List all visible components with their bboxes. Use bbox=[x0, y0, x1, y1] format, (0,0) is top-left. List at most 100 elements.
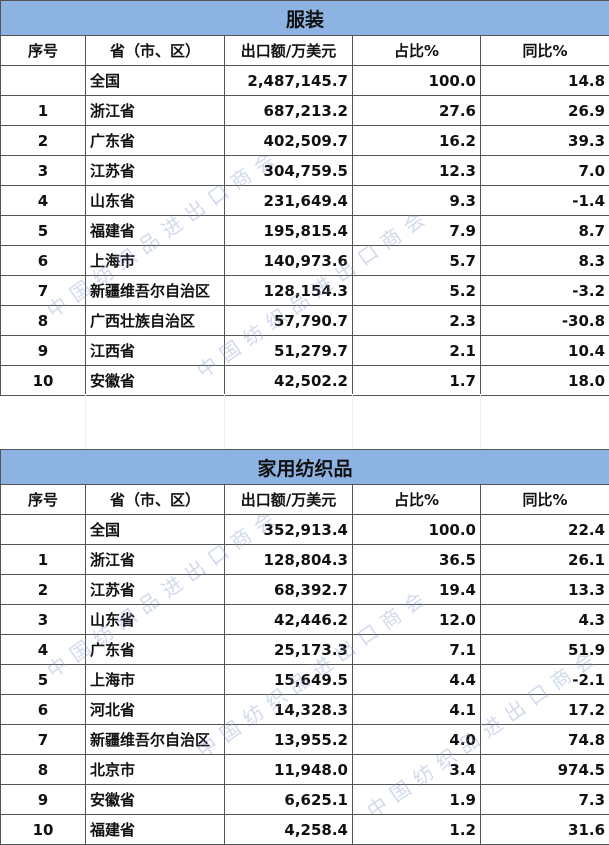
rank-cell: 8 bbox=[1, 306, 86, 336]
rank-cell: 9 bbox=[1, 336, 86, 366]
region-cell: 北京市 bbox=[86, 755, 225, 785]
region-cell: 广东省 bbox=[86, 635, 225, 665]
share-cell: 5.2 bbox=[353, 276, 481, 306]
export-value-cell: 51,279.7 bbox=[225, 336, 353, 366]
export-value-cell: 402,509.7 bbox=[225, 126, 353, 156]
yoy-cell: 4.3 bbox=[481, 605, 609, 635]
export-value-cell: 57,790.7 bbox=[225, 306, 353, 336]
export-value-cell: 195,815.4 bbox=[225, 216, 353, 246]
region-cell: 福建省 bbox=[86, 815, 225, 845]
yoy-cell: -3.2 bbox=[481, 276, 609, 306]
column-header: 序号 bbox=[1, 36, 86, 66]
rank-cell: 1 bbox=[1, 96, 86, 126]
region-cell: 福建省 bbox=[86, 216, 225, 246]
export-value-cell: 14,328.3 bbox=[225, 695, 353, 725]
share-cell: 100.0 bbox=[353, 66, 481, 96]
yoy-cell: 22.4 bbox=[481, 515, 609, 545]
rank-cell: 5 bbox=[1, 665, 86, 695]
export-value-cell: 2,487,145.7 bbox=[225, 66, 353, 96]
header-row: 序号省（市、区）出口额/万美元占比%同比% bbox=[1, 485, 609, 515]
export-value-cell: 42,502.2 bbox=[225, 366, 353, 396]
rank-cell: 8 bbox=[1, 755, 86, 785]
share-cell: 16.2 bbox=[353, 126, 481, 156]
header-row: 序号省（市、区）出口额/万美元占比%同比% bbox=[1, 36, 609, 66]
yoy-cell: 26.9 bbox=[481, 96, 609, 126]
rank-cell: 4 bbox=[1, 186, 86, 216]
yoy-cell: 26.1 bbox=[481, 545, 609, 575]
rank-cell bbox=[1, 515, 86, 545]
rank-cell: 3 bbox=[1, 605, 86, 635]
share-cell: 19.4 bbox=[353, 575, 481, 605]
yoy-cell: 31.6 bbox=[481, 815, 609, 845]
yoy-cell: 13.3 bbox=[481, 575, 609, 605]
rank-cell: 5 bbox=[1, 216, 86, 246]
share-cell: 4.4 bbox=[353, 665, 481, 695]
region-cell: 浙江省 bbox=[86, 545, 225, 575]
rank-cell: 6 bbox=[1, 246, 86, 276]
export-value-cell: 11,948.0 bbox=[225, 755, 353, 785]
column-header: 省（市、区） bbox=[86, 485, 225, 515]
rank-cell: 7 bbox=[1, 276, 86, 306]
yoy-cell: 39.3 bbox=[481, 126, 609, 156]
export-value-cell: 304,759.5 bbox=[225, 156, 353, 186]
share-cell: 1.2 bbox=[353, 815, 481, 845]
region-cell: 全国 bbox=[86, 515, 225, 545]
export-value-cell: 687,213.2 bbox=[225, 96, 353, 126]
yoy-cell: 17.2 bbox=[481, 695, 609, 725]
share-cell: 1.7 bbox=[353, 366, 481, 396]
share-cell: 12.3 bbox=[353, 156, 481, 186]
column-header: 同比% bbox=[481, 485, 609, 515]
region-cell: 上海市 bbox=[86, 665, 225, 695]
share-cell: 2.3 bbox=[353, 306, 481, 336]
column-header: 省（市、区） bbox=[86, 36, 225, 66]
rank-cell: 1 bbox=[1, 545, 86, 575]
rank-cell: 4 bbox=[1, 635, 86, 665]
yoy-cell: 8.3 bbox=[481, 246, 609, 276]
share-cell: 36.5 bbox=[353, 545, 481, 575]
region-cell: 江西省 bbox=[86, 336, 225, 366]
table-title: 服装 bbox=[1, 1, 609, 36]
export-value-cell: 68,392.7 bbox=[225, 575, 353, 605]
column-header: 出口额/万美元 bbox=[225, 36, 353, 66]
yoy-cell: 10.4 bbox=[481, 336, 609, 366]
export-value-cell: 128,154.3 bbox=[225, 276, 353, 306]
region-cell: 广东省 bbox=[86, 126, 225, 156]
export-value-cell: 231,649.4 bbox=[225, 186, 353, 216]
export-value-cell: 13,955.2 bbox=[225, 725, 353, 755]
column-header: 占比% bbox=[353, 36, 481, 66]
share-cell: 4.0 bbox=[353, 725, 481, 755]
yoy-cell: -2.1 bbox=[481, 665, 609, 695]
spacer bbox=[0, 394, 609, 449]
region-cell: 江苏省 bbox=[86, 156, 225, 186]
table-title-row: 服装 bbox=[1, 1, 609, 36]
column-header: 出口额/万美元 bbox=[225, 485, 353, 515]
rank-cell: 7 bbox=[1, 725, 86, 755]
share-cell: 3.4 bbox=[353, 755, 481, 785]
yoy-cell: -1.4 bbox=[481, 186, 609, 216]
yoy-cell: 51.9 bbox=[481, 635, 609, 665]
table-title-row: 家用纺织品 bbox=[1, 450, 609, 485]
share-cell: 4.1 bbox=[353, 695, 481, 725]
column-header: 同比% bbox=[481, 36, 609, 66]
rank-cell bbox=[1, 66, 86, 96]
region-cell: 上海市 bbox=[86, 246, 225, 276]
export-value-cell: 15,649.5 bbox=[225, 665, 353, 695]
region-cell: 江苏省 bbox=[86, 575, 225, 605]
region-cell: 新疆维吾尔自治区 bbox=[86, 725, 225, 755]
region-cell: 新疆维吾尔自治区 bbox=[86, 276, 225, 306]
